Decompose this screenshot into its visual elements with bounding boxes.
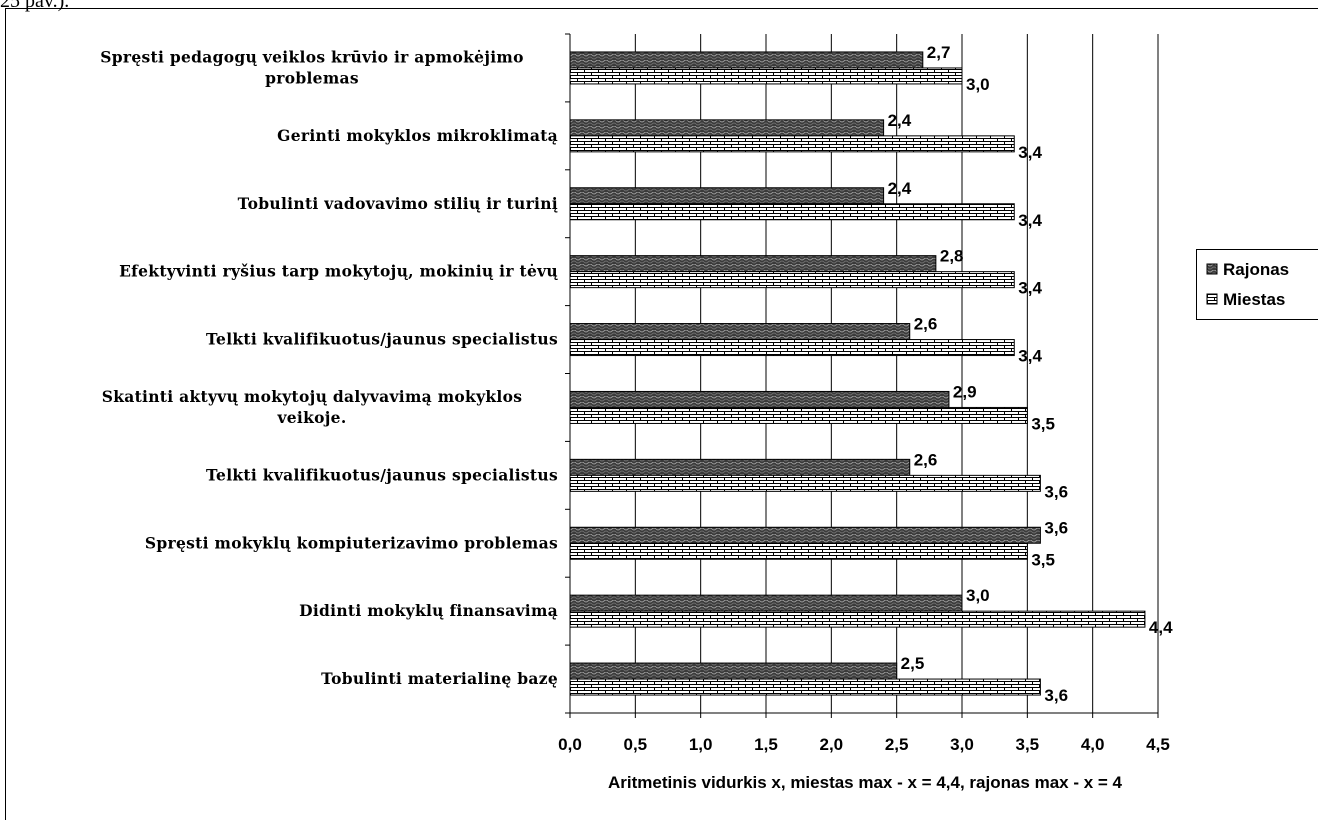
bar-miestas <box>569 678 1041 696</box>
bar-rajonas <box>569 594 963 612</box>
bar-rajonas <box>569 526 1041 544</box>
data-label-miestas: 3,4 <box>1018 211 1042 230</box>
category-label: Spręsti pedagogų veiklos krūvio ir apmok… <box>100 47 524 87</box>
bar-miestas <box>569 203 1015 221</box>
data-label-rajonas: 3,0 <box>966 586 990 605</box>
category-label-line: Telkti kvalifikuotus/jaunus specialistus <box>206 465 558 484</box>
category-label: Didinti mokyklų finansavimą <box>299 601 558 620</box>
data-label-miestas: 3,5 <box>1031 414 1055 433</box>
category-label: Skatinti aktyvų mokytojų dalyvavimą moky… <box>102 387 523 427</box>
x-tick-label: 3,0 <box>950 735 974 754</box>
data-label-rajonas: 2,7 <box>927 43 951 62</box>
data-label-miestas: 3,5 <box>1031 550 1055 569</box>
category-label-line: Telkti kvalifikuotus/jaunus specialistus <box>206 330 558 349</box>
data-label-miestas: 3,4 <box>1018 279 1042 298</box>
chart-frame <box>5 8 1318 820</box>
x-tick-label: 1,5 <box>754 735 778 754</box>
bars <box>569 51 1146 696</box>
category-label-line: Tobulinti materialinę bazę <box>321 669 558 688</box>
bar-rajonas <box>569 187 885 205</box>
data-label-miestas: 3,4 <box>1018 143 1042 162</box>
category-label-line: Gerinti mokyklos mikroklimatą <box>277 126 558 145</box>
category-label-line: Spręsti mokyklų kompiuterizavimo problem… <box>145 533 558 552</box>
data-label-miestas: 3,6 <box>1044 686 1068 705</box>
bar-miestas <box>569 406 1028 424</box>
bar-rajonas <box>569 119 885 137</box>
bar-miestas <box>569 67 963 85</box>
bar-miestas <box>569 271 1015 289</box>
bar-miestas <box>569 339 1015 357</box>
category-label-line: problemas <box>265 68 359 87</box>
x-tick-label: 4,0 <box>1081 735 1105 754</box>
category-label: Efektyvinti ryšius tarp mokytojų, mokini… <box>119 262 558 281</box>
axes <box>565 33 1159 718</box>
legend-swatch-rajonas <box>1206 263 1218 275</box>
bar-rajonas <box>569 323 911 341</box>
bar-miestas <box>569 135 1015 153</box>
data-label-rajonas: 2,4 <box>888 179 912 198</box>
data-label-rajonas: 2,6 <box>914 450 938 469</box>
category-label-line: Skatinti aktyvų mokytojų dalyvavimą moky… <box>102 387 523 406</box>
category-label: Gerinti mokyklos mikroklimatą <box>277 126 558 145</box>
data-label-miestas: 3,0 <box>966 75 990 94</box>
legend-label-miestas: Miestas <box>1223 290 1285 309</box>
bar-rajonas <box>569 390 950 408</box>
x-tick-label: 1,0 <box>689 735 713 754</box>
bar-rajonas <box>569 255 937 273</box>
category-label-line: Didinti mokyklų finansavimą <box>299 601 558 620</box>
data-label-miestas: 4,4 <box>1149 618 1173 637</box>
bar-rajonas <box>569 458 911 476</box>
data-label-miestas: 3,6 <box>1044 482 1068 501</box>
category-label: Telkti kvalifikuotus/jaunus specialistus <box>206 330 558 349</box>
category-label: Tobulinti materialinę bazę <box>321 669 558 688</box>
x-tick-label: 0,5 <box>624 735 648 754</box>
category-label: Tobulinti vadovavimo stilių ir turinį <box>238 194 558 213</box>
bar-rajonas <box>569 662 898 680</box>
data-label-rajonas: 2,8 <box>940 247 964 266</box>
category-label: Telkti kvalifikuotus/jaunus specialistus <box>206 465 558 484</box>
bar-miestas <box>569 542 1028 560</box>
labels: 0,0 0,5 1,0 1,5 2,0 2,5 3,0 3,5 4,0 4,5 2,7 3,0 Sprę… <box>100 43 1173 754</box>
x-tick-label: 2,5 <box>885 735 909 754</box>
data-label-miestas: 3,4 <box>1018 347 1042 366</box>
category-label-line: veikoje. <box>276 408 346 427</box>
legend-label-rajonas: Rajonas <box>1223 260 1289 279</box>
category-label: Spręsti mokyklų kompiuterizavimo problem… <box>145 533 558 552</box>
data-label-rajonas: 3,6 <box>1044 518 1068 537</box>
bar-rajonas <box>569 51 924 69</box>
data-label-rajonas: 2,4 <box>888 111 912 130</box>
x-tick-label: 2,0 <box>820 735 844 754</box>
category-label-line: Efektyvinti ryšius tarp mokytojų, mokini… <box>119 262 558 281</box>
x-axis-title: Aritmetinis vidurkis x, miestas max - x … <box>608 773 1123 792</box>
x-tick-label: 3,5 <box>1016 735 1040 754</box>
category-label-line: Tobulinti vadovavimo stilių ir turinį <box>238 194 558 213</box>
bar-miestas <box>569 474 1041 492</box>
category-label-line: Spręsti pedagogų veiklos krūvio ir apmok… <box>100 47 524 66</box>
legend: Rajonas Miestas <box>1196 249 1318 320</box>
data-label-rajonas: 2,6 <box>914 315 938 334</box>
data-label-rajonas: 2,5 <box>901 654 925 673</box>
bar-miestas <box>569 610 1146 628</box>
data-label-rajonas: 2,9 <box>953 382 977 401</box>
legend-swatch-miestas <box>1206 293 1218 305</box>
x-tick-label: 0,0 <box>558 735 582 754</box>
legend-box <box>1196 249 1318 320</box>
x-tick-label: 4,5 <box>1146 735 1170 754</box>
